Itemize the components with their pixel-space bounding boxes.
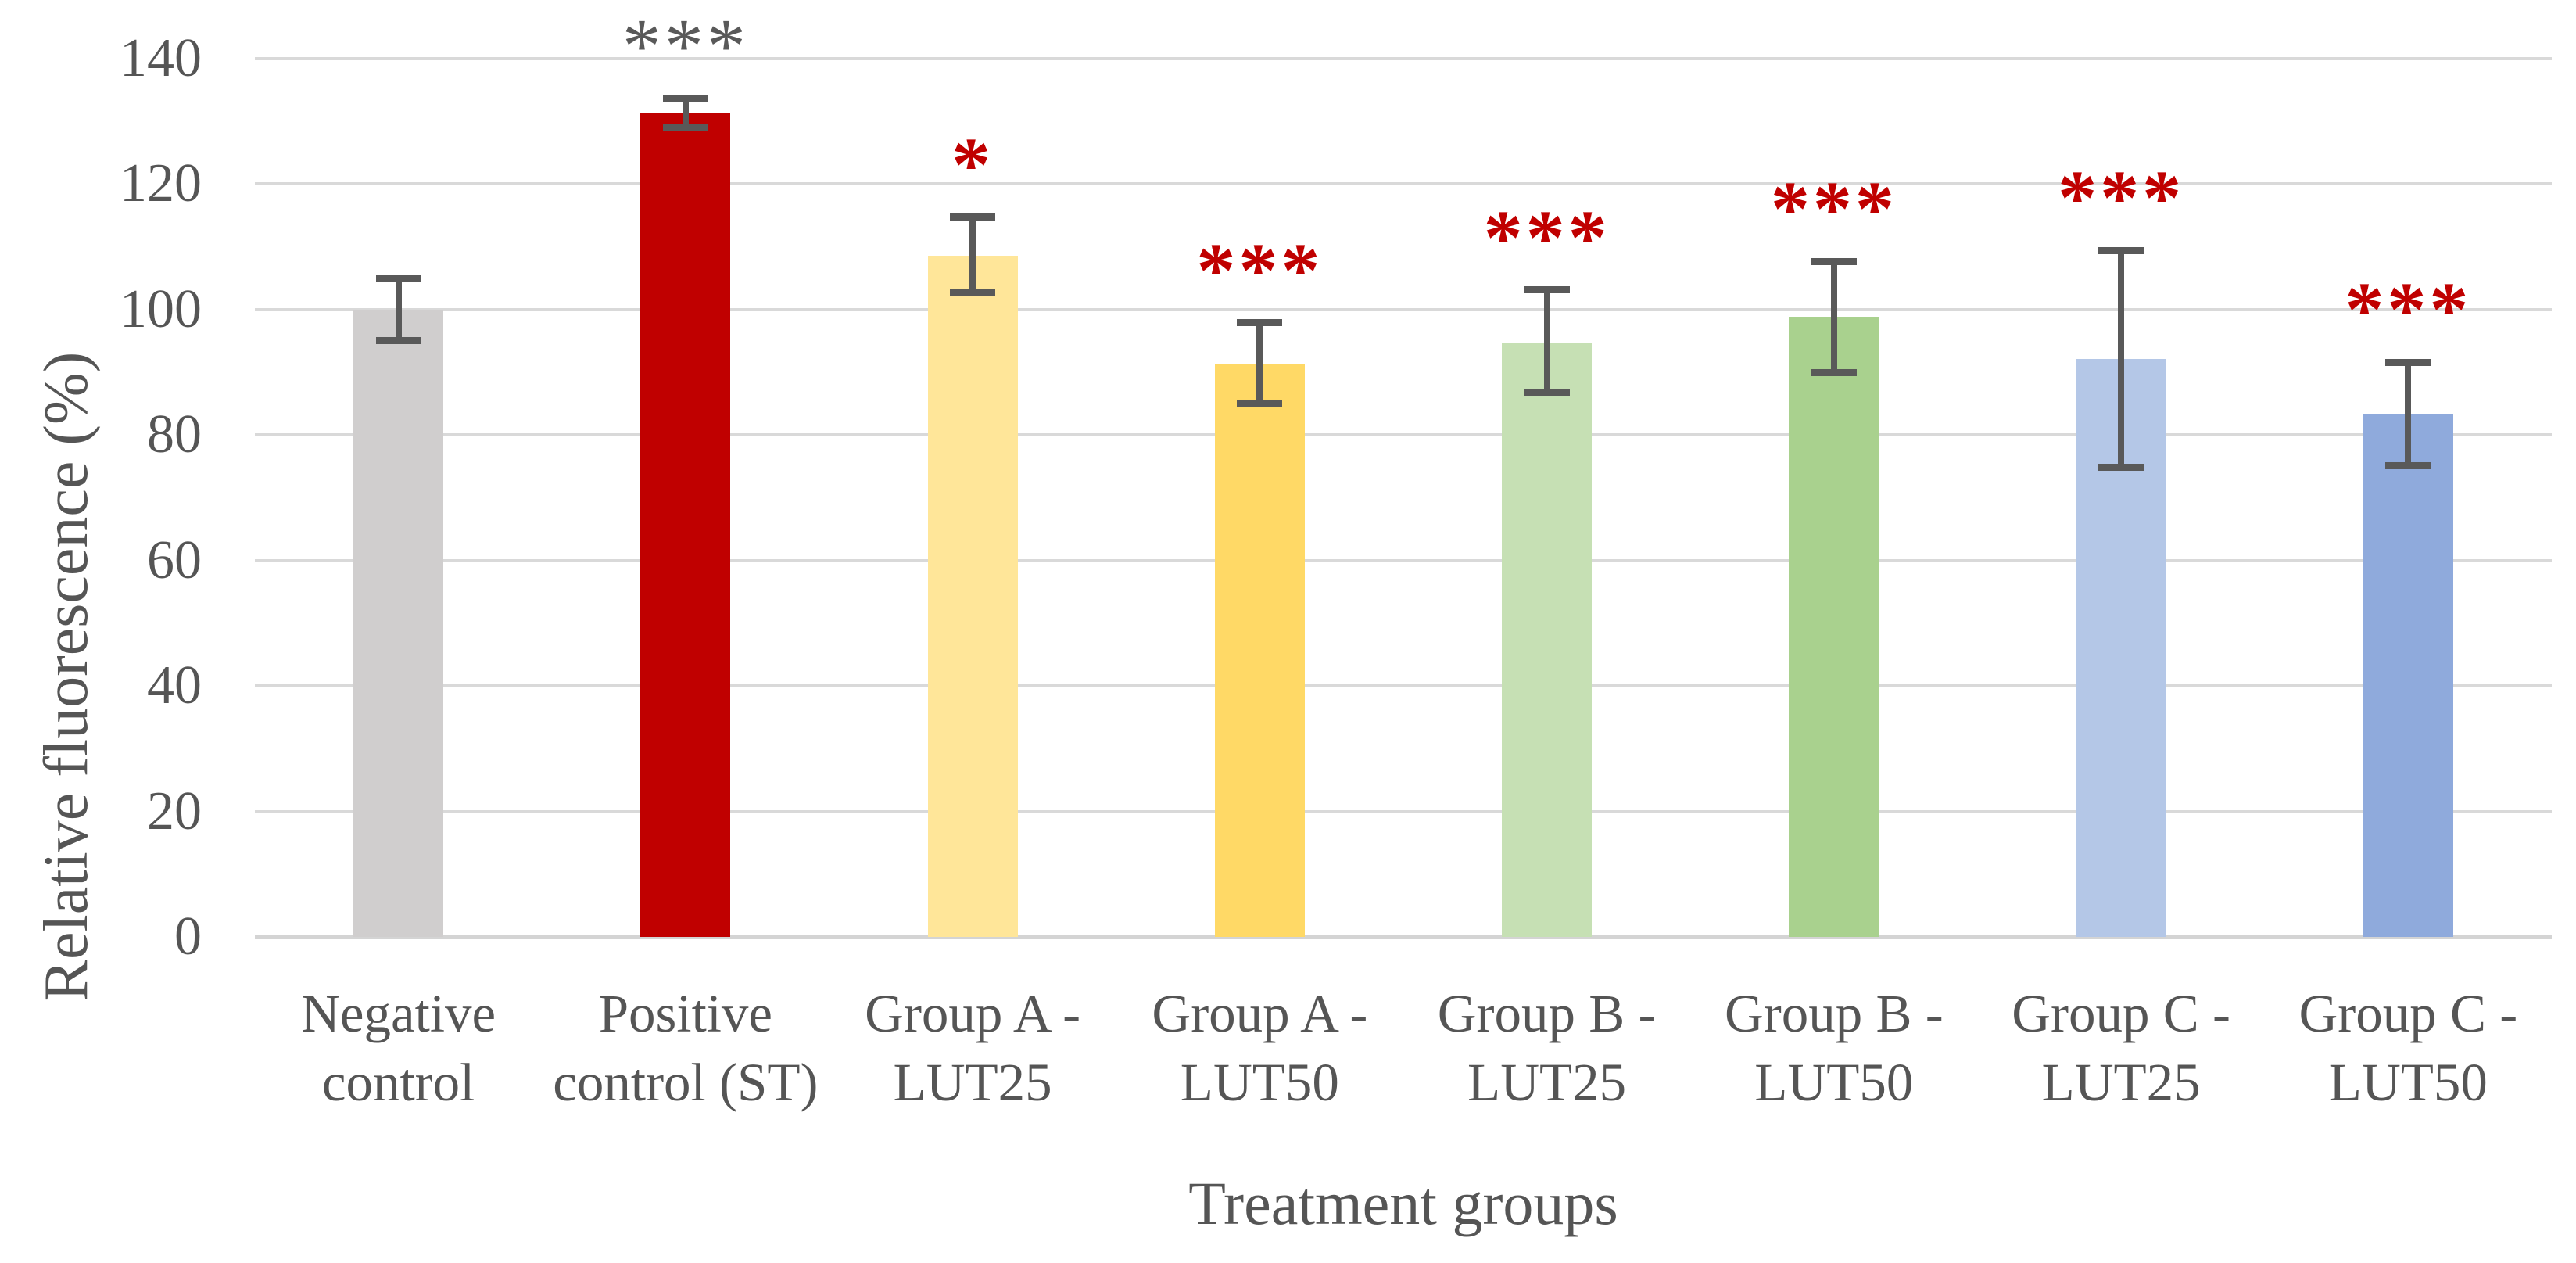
x-category-label-line: Group A - — [1152, 984, 1368, 1043]
x-category-label-line: LUT25 — [2041, 1053, 2201, 1112]
x-category-label-line: Group A - — [865, 984, 1081, 1043]
x-category-label: Group C - LUT50 — [2228, 979, 2576, 1117]
x-category-label-line: Group C - — [2298, 984, 2518, 1043]
x-category-label: Group A - LUT25 — [793, 979, 1152, 1117]
y-tick-label: 0 — [174, 906, 202, 967]
error-bar-top-cap — [950, 213, 996, 221]
x-axis-line — [255, 935, 2552, 939]
x-category-label-line: LUT50 — [1180, 1053, 1339, 1112]
error-bar-top-cap — [2098, 246, 2144, 254]
error-bar-top-cap — [1811, 257, 1857, 265]
gridline — [255, 684, 2552, 688]
y-tick-label: 100 — [120, 278, 202, 339]
error-bar — [2405, 362, 2412, 466]
error-bar-bottom-cap — [950, 289, 996, 296]
error-bar-top-cap — [1237, 319, 1283, 327]
gridline — [255, 809, 2552, 813]
error-bar-bottom-cap — [375, 336, 421, 344]
gridline — [255, 433, 2552, 437]
error-bar — [395, 278, 402, 341]
x-category-label: Negative control — [219, 979, 579, 1117]
x-category-label: Group B - LUT25 — [1367, 979, 1727, 1117]
x-category-label: Positive control (ST) — [506, 979, 865, 1117]
error-bar — [969, 217, 976, 293]
x-category-label-line: Group B - — [1437, 984, 1657, 1043]
x-category-label-line: Positive — [598, 984, 773, 1043]
significance-marker: *** — [2058, 154, 2185, 242]
y-tick-label: 20 — [147, 780, 202, 841]
error-bar-top-cap — [2385, 358, 2431, 366]
gridline — [255, 182, 2552, 186]
error-bar — [682, 99, 689, 127]
y-tick-label: 80 — [147, 404, 202, 465]
error-bar-bottom-cap — [1237, 399, 1283, 407]
x-category-label-line: LUT50 — [1754, 1053, 1914, 1112]
x-category-label-line: control — [321, 1053, 475, 1112]
significance-marker: *** — [622, 2, 749, 90]
significance-marker: *** — [1770, 165, 1897, 253]
significance-marker: *** — [1196, 226, 1324, 314]
error-bar — [1830, 261, 1837, 373]
x-category-label-line: Negative — [301, 984, 496, 1043]
error-bar-bottom-cap — [2098, 464, 2144, 472]
bar — [353, 309, 444, 937]
error-bar-top-cap — [375, 275, 421, 283]
error-bar-bottom-cap — [2385, 462, 2431, 470]
bar — [1502, 342, 1593, 937]
bar — [1214, 363, 1305, 937]
error-bar-bottom-cap — [1524, 389, 1570, 396]
x-category-label: Group A - LUT50 — [1080, 979, 1439, 1117]
x-category-label: Group B - LUT50 — [1654, 979, 2014, 1117]
y-axis-title: Relative fluorescence (%) — [32, 351, 101, 1002]
x-category-label-line: LUT25 — [893, 1053, 1052, 1112]
significance-marker: *** — [1483, 193, 1610, 281]
error-bar-bottom-cap — [662, 123, 708, 131]
x-axis-title: Treatment groups — [1188, 1169, 1618, 1237]
error-bar-top-cap — [1524, 286, 1570, 294]
y-tick-label: 140 — [120, 28, 202, 88]
bar — [1789, 316, 1879, 937]
y-tick-label: 40 — [147, 655, 202, 716]
significance-marker: * — [951, 120, 994, 208]
significance-marker: *** — [2345, 266, 2472, 353]
x-category-label-line: control (ST) — [553, 1053, 819, 1112]
x-category-label-line: Group B - — [1724, 984, 1944, 1043]
error-bar — [2118, 250, 2125, 468]
gridline — [255, 558, 2552, 562]
error-bar-top-cap — [662, 95, 708, 102]
bar — [927, 255, 1018, 937]
error-bar-bottom-cap — [1811, 368, 1857, 376]
bar — [2363, 414, 2453, 937]
y-tick-label: 60 — [147, 529, 202, 590]
error-bar — [1543, 289, 1550, 393]
x-category-label: Group C - LUT25 — [1941, 979, 2301, 1117]
y-tick-label: 120 — [120, 153, 202, 214]
gridline — [255, 307, 2552, 311]
x-category-label-line: Group C - — [2012, 984, 2231, 1043]
x-category-label-line: LUT50 — [2328, 1053, 2488, 1112]
x-category-label-line: LUT25 — [1467, 1053, 1627, 1112]
gridline — [255, 57, 2552, 60]
bar — [640, 112, 731, 937]
error-bar — [1256, 322, 1263, 404]
